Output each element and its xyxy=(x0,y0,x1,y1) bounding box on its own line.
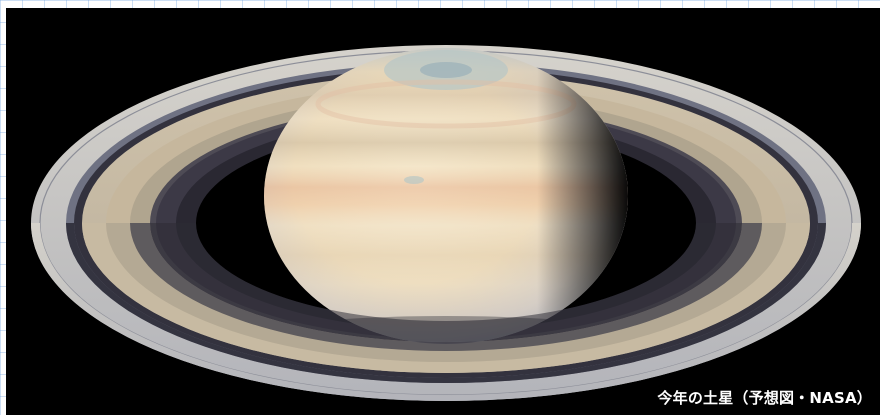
saturn-photo: 今年の土星（予想図・NASA） xyxy=(6,8,880,415)
saturn-illustration xyxy=(31,45,861,401)
planet-body xyxy=(264,48,628,344)
rings-front xyxy=(31,223,861,401)
photo-caption: 今年の土星（予想図・NASA） xyxy=(657,389,872,407)
